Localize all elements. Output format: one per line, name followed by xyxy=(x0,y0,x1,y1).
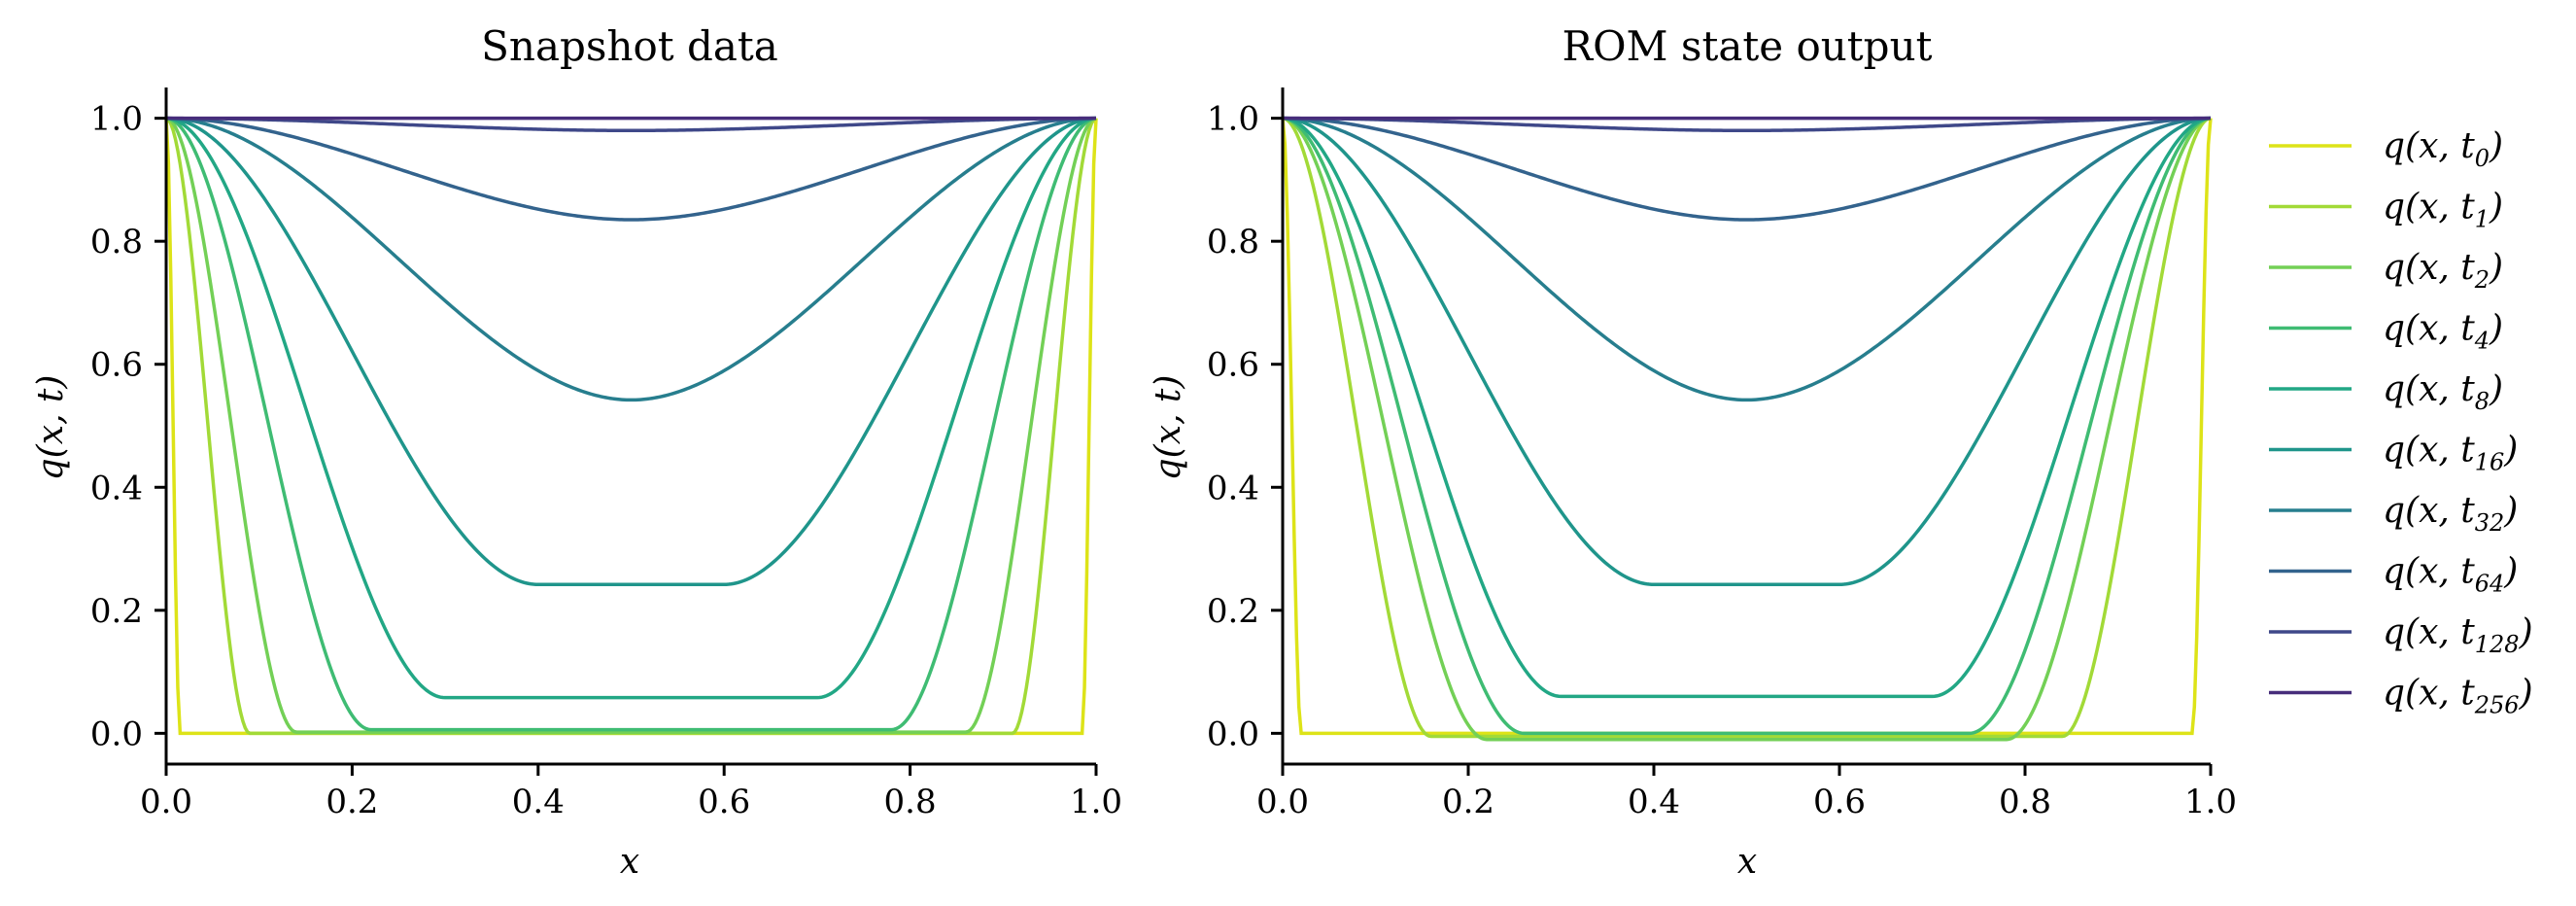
legend-item: q(x, t1) xyxy=(2269,188,2503,233)
legend-item: q(x, t2) xyxy=(2269,248,2503,294)
y-tick-label: 0.8 xyxy=(1207,223,1259,261)
panel-snapshot-data: Snapshot data x q(x, t) 0.0 0.2 0.4 0.6 0.8 1… xyxy=(31,22,1122,882)
y-tick-label: 0.4 xyxy=(1207,469,1259,507)
legend-label: q(x, t8) xyxy=(2383,369,2503,415)
legend-label: q(x, t2) xyxy=(2383,248,2503,294)
legend-label: q(x, t16) xyxy=(2383,431,2518,476)
x-tick-label: 0.4 xyxy=(512,783,565,821)
series-line xyxy=(1281,118,2213,736)
x-tick-label: 0.2 xyxy=(1442,783,1494,821)
legend-item: q(x, t0) xyxy=(2269,126,2503,172)
series-line xyxy=(1283,116,2211,222)
panel-rom-state-output: ROM state output x q(x, t) 0.0 0.2 0.4 0.6 0… xyxy=(1149,22,2237,882)
legend-label: q(x, t1) xyxy=(2383,188,2503,233)
plot-area xyxy=(1281,116,2213,742)
x-tick-label: 0.6 xyxy=(1813,783,1866,821)
series-line xyxy=(1283,116,2211,133)
legend-label: q(x, t64) xyxy=(2383,552,2518,598)
y-axis-label: q(x, t) xyxy=(31,375,71,481)
series-line xyxy=(165,116,1097,700)
axis-ticks: 0.0 0.2 0.4 0.6 0.8 1.0 0.0 0.2 0.4 0.6 0.8 1.0 xyxy=(90,100,1122,821)
legend-label: q(x, t0) xyxy=(2383,126,2503,172)
series-line xyxy=(165,117,1097,736)
y-tick-label: 0.6 xyxy=(1207,346,1259,385)
legend-label: q(x, t256) xyxy=(2383,674,2533,719)
y-axis-label: q(x, t) xyxy=(1149,375,1188,481)
y-tick-label: 0.4 xyxy=(90,469,143,507)
series-line xyxy=(1282,116,2212,742)
x-tick-label: 0.0 xyxy=(1256,783,1309,821)
y-tick-label: 0.0 xyxy=(1207,714,1259,753)
y-tick-label: 0.2 xyxy=(90,592,143,631)
series-line xyxy=(166,116,1096,222)
y-tick-label: 1.0 xyxy=(90,100,143,139)
legend-item: q(x, t4) xyxy=(2269,309,2503,355)
y-tick-label: 0.2 xyxy=(1207,592,1259,631)
series-line xyxy=(1282,116,2212,402)
x-tick-label: 1.0 xyxy=(2184,783,2237,821)
axis-ticks: 0.0 0.2 0.4 0.6 0.8 1.0 0.0 0.2 0.4 0.6 0.8 1.0 xyxy=(1207,100,2237,821)
legend-item: q(x, t128) xyxy=(2269,612,2533,658)
series-line xyxy=(164,118,1098,736)
axis-spines xyxy=(1281,87,2211,766)
y-tick-label: 0.6 xyxy=(90,346,143,385)
legend: q(x, t0) q(x, t1) q(x, t2) q(x, t4) q(x, t8)… xyxy=(2269,126,2533,719)
legend-item: q(x, t256) xyxy=(2269,674,2533,719)
legend-item: q(x, t16) xyxy=(2269,431,2518,476)
series-line xyxy=(1282,116,2212,699)
x-tick-label: 0.8 xyxy=(884,783,937,821)
plot-area xyxy=(164,116,1098,736)
series-line xyxy=(1282,116,2212,736)
x-tick-label: 1.0 xyxy=(1070,783,1122,821)
legend-label: q(x, t32) xyxy=(2383,491,2518,537)
legend-item: q(x, t32) xyxy=(2269,491,2518,537)
legend-label: q(x, t128) xyxy=(2383,612,2533,658)
axis-spines xyxy=(164,87,1096,766)
series-line xyxy=(165,116,1097,586)
x-axis-label: x xyxy=(1737,842,1757,882)
legend-item: q(x, t64) xyxy=(2269,552,2518,598)
x-tick-label: 0.0 xyxy=(140,783,192,821)
chart-title: ROM state output xyxy=(1563,22,1933,70)
legend-item: q(x, t8) xyxy=(2269,369,2503,415)
y-tick-label: 0.0 xyxy=(90,714,143,753)
x-axis-label: x xyxy=(620,842,639,882)
series-line xyxy=(165,116,1097,402)
x-tick-label: 0.4 xyxy=(1628,783,1680,821)
series-line xyxy=(166,116,1096,133)
series-line xyxy=(165,116,1097,734)
x-tick-label: 0.8 xyxy=(1999,783,2051,821)
series-line xyxy=(165,116,1097,732)
series-line xyxy=(1282,116,2212,739)
y-tick-label: 0.8 xyxy=(90,223,143,261)
chart-title: Snapshot data xyxy=(481,22,778,70)
series-line xyxy=(1282,116,2212,586)
legend-label: q(x, t4) xyxy=(2383,309,2503,355)
x-tick-label: 0.6 xyxy=(698,783,750,821)
x-tick-label: 0.2 xyxy=(326,783,378,821)
y-tick-label: 1.0 xyxy=(1207,100,1259,139)
